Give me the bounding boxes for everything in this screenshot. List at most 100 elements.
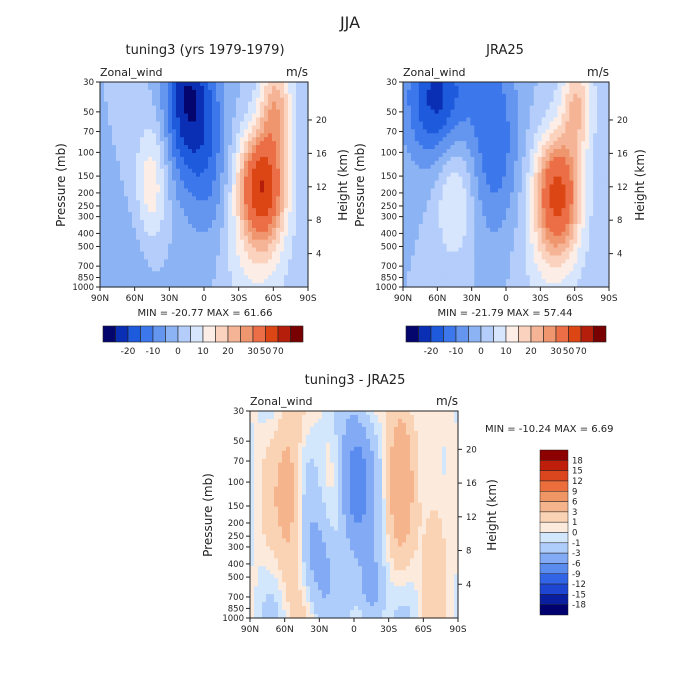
contour-cell — [180, 255, 185, 260]
contour-cell — [204, 219, 209, 225]
contour-cell — [478, 227, 483, 233]
contour-cell — [470, 160, 475, 166]
contour-cell — [192, 255, 197, 260]
contour-cell — [533, 97, 539, 103]
contour-cell — [200, 133, 205, 138]
contour-cell — [164, 283, 169, 288]
contour-cell — [549, 247, 555, 253]
contour-cell — [168, 156, 173, 162]
contour-cell — [128, 152, 133, 158]
contour-cell — [557, 176, 563, 182]
contour-cell — [304, 247, 309, 253]
contour-cell — [128, 149, 133, 154]
contour-cell — [482, 101, 487, 107]
contour-cell — [188, 125, 193, 130]
contour-cell — [144, 227, 149, 233]
contour-cell — [164, 235, 169, 241]
contour-cell — [236, 141, 241, 146]
contour-cell — [422, 180, 428, 186]
contour-cell — [168, 145, 173, 150]
contour-cell — [482, 267, 487, 272]
x-tick-label: 30S — [230, 294, 247, 304]
contour-cell — [296, 255, 301, 260]
contour-cell — [184, 192, 189, 197]
contour-cell — [438, 231, 444, 237]
contour-cell — [168, 212, 173, 217]
contour-cell — [244, 255, 249, 260]
contour-cell — [164, 156, 169, 162]
contour-cell — [438, 271, 444, 276]
contour-cell — [268, 216, 273, 221]
contour-cell — [188, 113, 193, 119]
contour-cell — [466, 283, 471, 288]
contour-cell — [188, 141, 193, 146]
contour-cell — [557, 180, 563, 186]
contour-cell — [264, 243, 269, 249]
contour-cell — [541, 255, 547, 260]
contour-cell — [462, 121, 467, 126]
contour-cell — [144, 121, 149, 126]
contour-cell — [557, 196, 563, 201]
contour-cell — [466, 145, 471, 150]
contour-cell — [192, 196, 197, 201]
contour-cell — [529, 216, 535, 221]
contour-cell — [204, 93, 209, 99]
contour-cell — [144, 101, 149, 107]
contour-cell — [276, 208, 281, 213]
contour-cell — [506, 113, 511, 119]
contour-cell — [450, 168, 456, 174]
contour-cell — [410, 141, 416, 146]
contour-cell — [240, 97, 245, 103]
contour-cell — [304, 188, 309, 193]
contour-cell — [152, 184, 157, 190]
contour-cell — [474, 212, 479, 217]
contour-cell — [268, 160, 273, 166]
contour-cell — [232, 192, 237, 197]
contour-cell — [525, 239, 531, 245]
contour-cell — [208, 101, 213, 107]
contour-cell — [204, 192, 209, 197]
contour-cell — [164, 93, 169, 99]
contour-cell — [561, 133, 567, 138]
contour-cell — [144, 188, 149, 193]
contour-cell — [506, 93, 511, 99]
contour-cell — [216, 105, 221, 111]
contour-cell — [545, 176, 551, 182]
contour-cell — [192, 267, 197, 272]
contour-cell — [272, 235, 277, 241]
contour-cell — [220, 168, 225, 174]
contour-cell — [192, 156, 197, 162]
contour-cell — [172, 105, 177, 111]
contour-cell — [438, 216, 444, 221]
contour-cell — [462, 251, 467, 257]
contour-cell — [502, 93, 507, 99]
contour-cell — [136, 121, 141, 126]
contour-cell — [403, 223, 408, 229]
contour-cell — [300, 125, 305, 130]
contour-cell — [442, 89, 448, 95]
contour-cell — [498, 113, 503, 119]
contour-cell — [486, 223, 491, 229]
contour-cell — [426, 200, 432, 205]
contour-cell — [184, 149, 189, 154]
contour-cell — [288, 239, 293, 245]
contour-cell — [565, 271, 570, 276]
contour-cell — [466, 137, 471, 142]
contour-cell — [549, 109, 555, 115]
contour-cell — [486, 188, 491, 193]
contour-cell — [422, 279, 428, 284]
contour-cell — [196, 259, 201, 264]
contour-cell — [112, 141, 117, 146]
contour-cell — [284, 223, 289, 229]
contour-cell — [204, 172, 209, 178]
contour-cell — [462, 176, 467, 182]
contour-cell — [442, 279, 448, 284]
contour-cell — [284, 117, 289, 123]
contour-cell — [533, 184, 539, 190]
contour-cell — [140, 101, 145, 107]
contour-cell — [478, 267, 483, 272]
contour-cell — [426, 259, 432, 264]
contour-cell — [513, 251, 519, 257]
contour-cell — [288, 188, 293, 193]
contour-cell — [264, 121, 269, 126]
